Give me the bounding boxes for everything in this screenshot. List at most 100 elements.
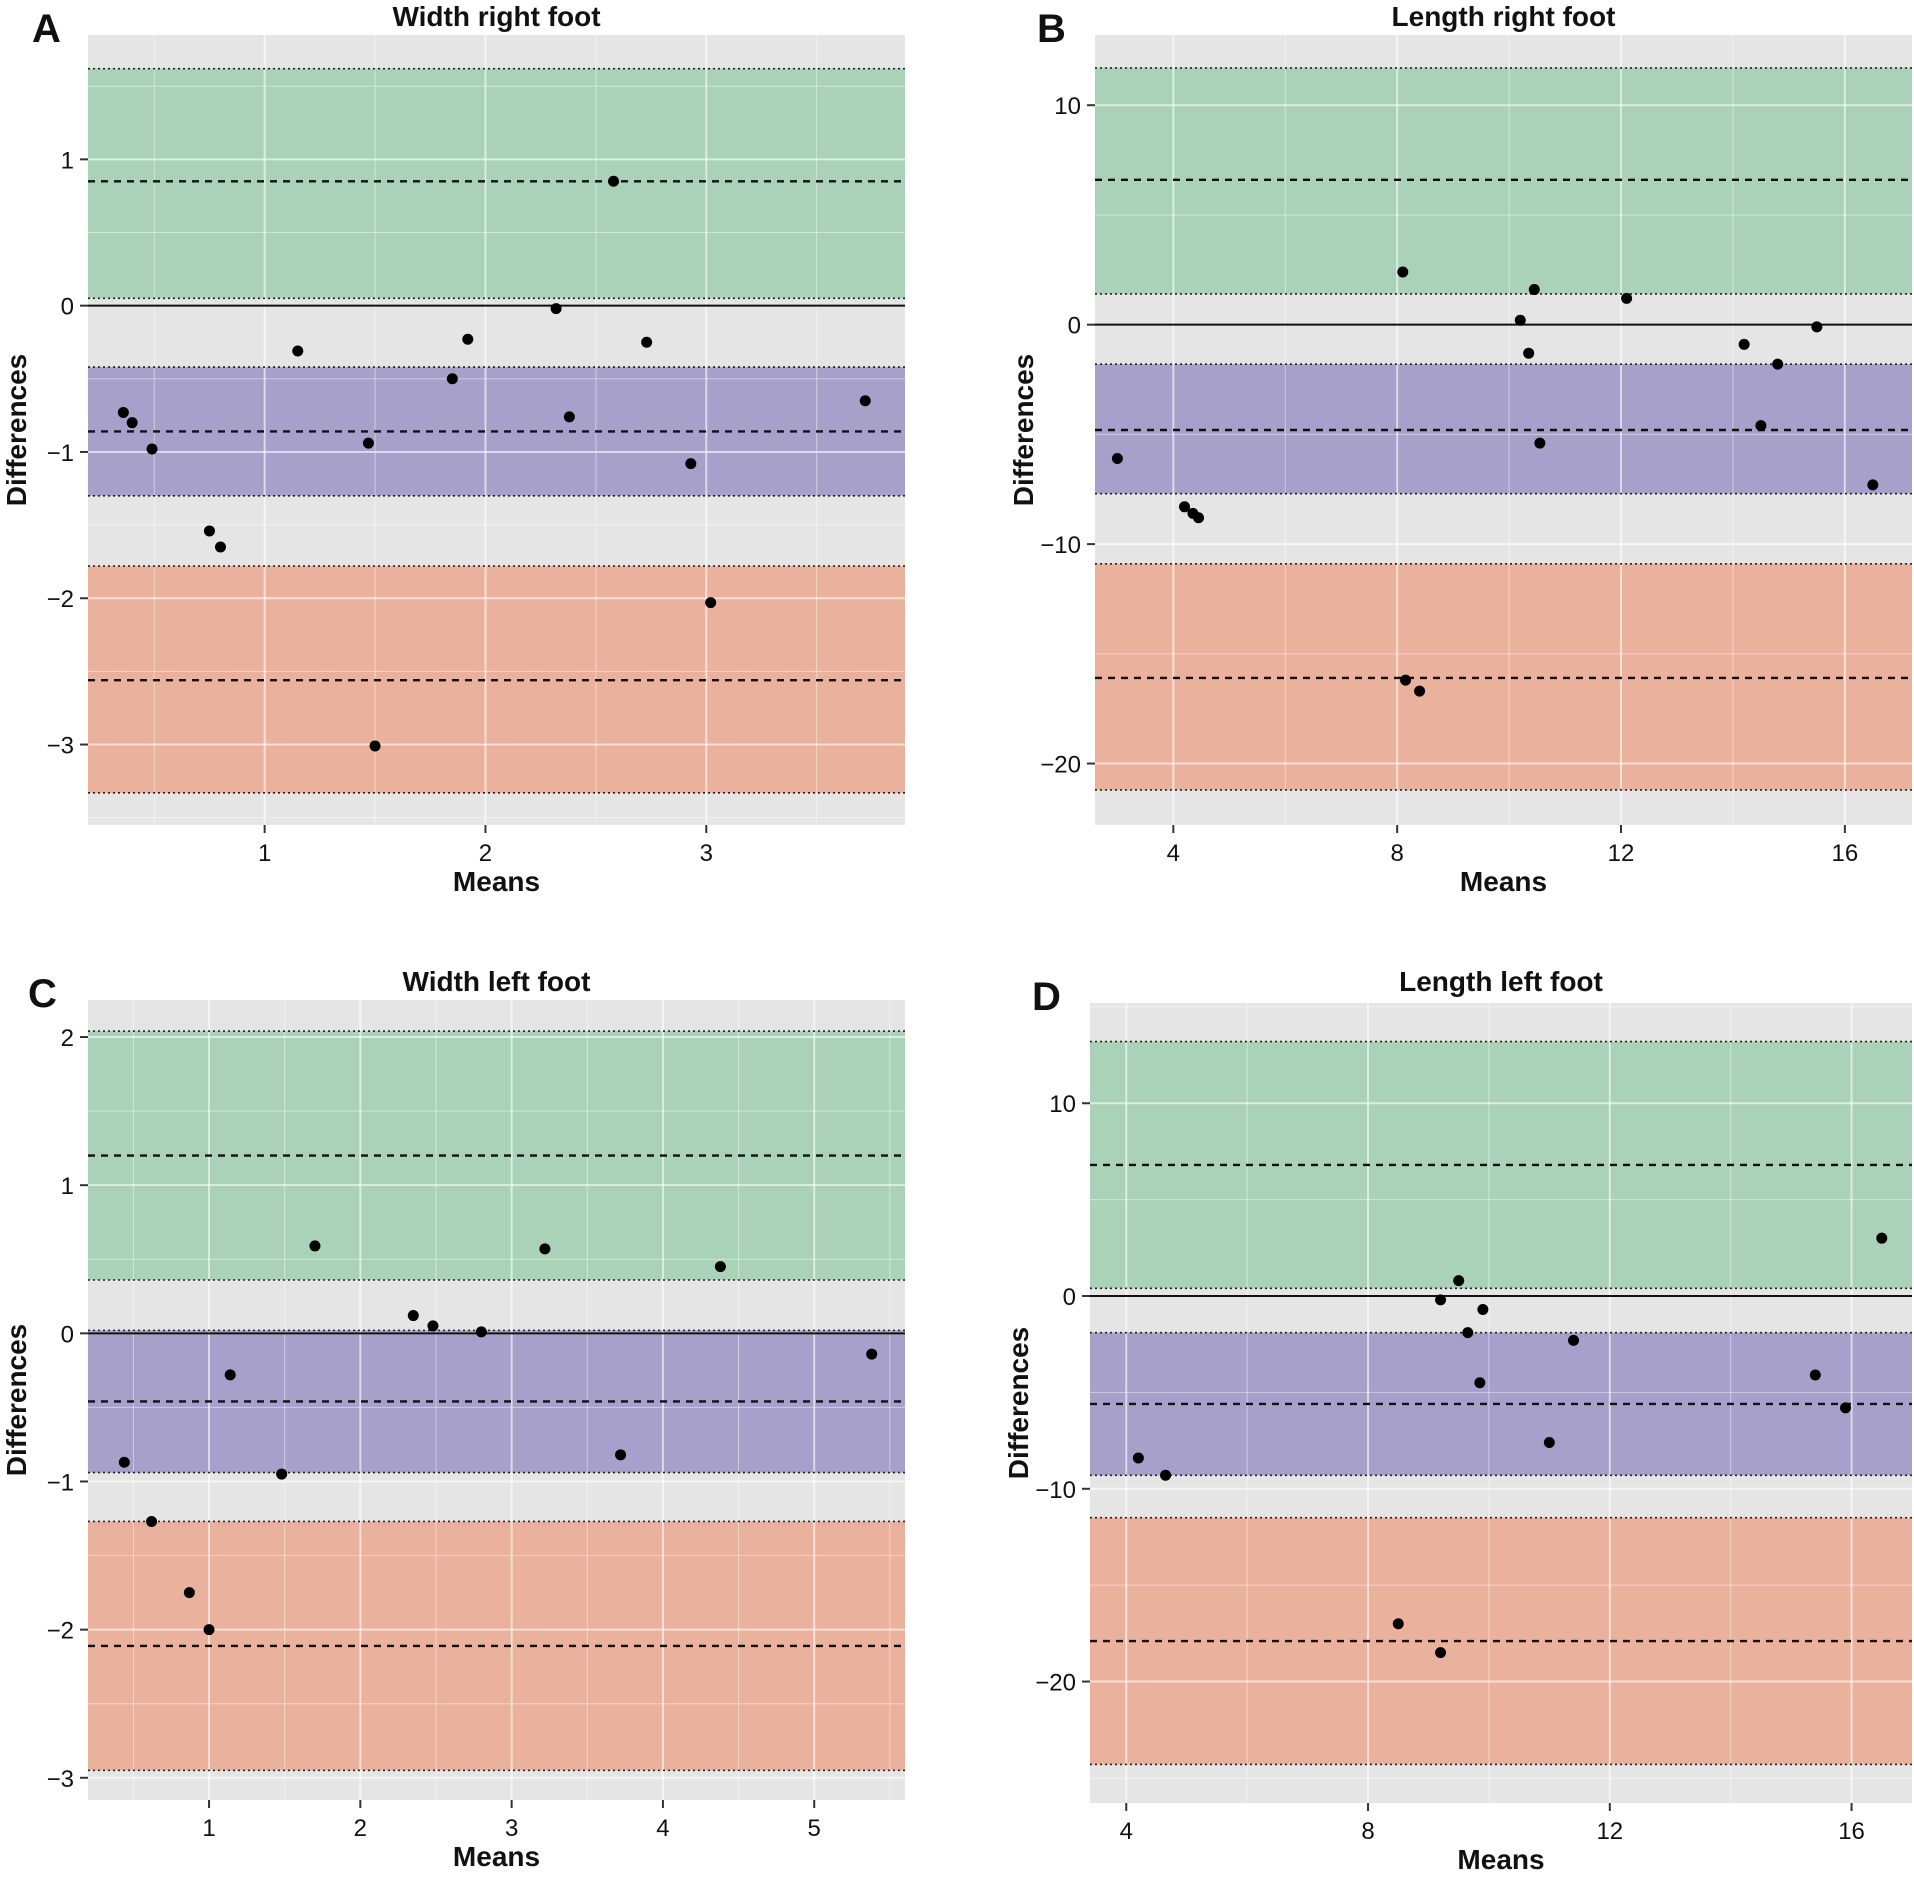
band-upper — [88, 68, 905, 299]
data-point — [1523, 347, 1535, 359]
x-axis-label: Means — [1457, 1844, 1544, 1875]
x-tick-label: 3 — [700, 840, 713, 867]
data-point — [292, 345, 304, 357]
data-point — [369, 740, 381, 752]
panel-letter: A — [32, 7, 61, 51]
y-tick-label: −20 — [1040, 752, 1081, 779]
data-point — [1755, 420, 1767, 432]
y-tick-label: −10 — [1035, 1477, 1076, 1504]
panel-a: 1 2 3 −3 −2 −1 0 1 A Width right foot Means Differe… — [1, 1, 905, 897]
panel-title: Length left foot — [1399, 966, 1603, 997]
data-point — [214, 541, 226, 553]
data-point — [118, 1456, 130, 1468]
data-point — [1621, 292, 1633, 304]
panel-letter: B — [1037, 7, 1066, 51]
data-point — [1840, 1402, 1852, 1414]
data-point — [859, 395, 871, 407]
data-point — [563, 411, 575, 423]
data-point — [1435, 1647, 1447, 1659]
y-tick-label: −20 — [1035, 1670, 1076, 1697]
data-point — [641, 336, 653, 348]
data-point — [203, 525, 215, 537]
y-tick-label: −1 — [47, 1469, 74, 1496]
data-point — [146, 1515, 158, 1527]
x-tick-label: 3 — [505, 1815, 518, 1842]
y-tick-label: 1 — [61, 147, 74, 174]
data-point — [1772, 358, 1784, 370]
data-point — [1514, 314, 1526, 326]
data-point — [1528, 284, 1540, 296]
y-tick-label: −10 — [1040, 532, 1081, 559]
data-point — [1193, 512, 1205, 524]
x-tick-label: 2 — [354, 1815, 367, 1842]
data-point — [1179, 501, 1191, 513]
data-point — [608, 175, 620, 187]
y-tick-label: −3 — [47, 1766, 74, 1793]
data-point — [462, 333, 474, 345]
y-tick-label: −2 — [47, 1618, 74, 1645]
y-tick-label: −2 — [47, 586, 74, 613]
data-point — [1543, 1437, 1555, 1449]
data-point — [203, 1624, 215, 1636]
x-tick-label: 12 — [1608, 840, 1635, 867]
y-tick-label: 1 — [61, 1173, 74, 1200]
data-point — [1534, 437, 1546, 449]
data-point — [446, 373, 458, 385]
x-tick-label: 4 — [1120, 1818, 1133, 1845]
data-point — [276, 1468, 288, 1480]
data-point — [362, 437, 374, 449]
data-point — [427, 1320, 439, 1332]
y-tick-label: 2 — [61, 1025, 74, 1052]
panel-d: 4 8 12 16 −20 −10 0 10 D Length left foot Means Dif… — [1003, 966, 1912, 1875]
data-point — [1738, 338, 1750, 350]
data-point — [1392, 1618, 1404, 1630]
x-tick-label: 16 — [1831, 840, 1858, 867]
panel-title: Width right foot — [392, 1, 600, 32]
panel-b: 4 8 12 16 −20 −10 0 10 B Length right foot Means Di… — [1008, 1, 1912, 897]
panel-letter: D — [1032, 975, 1061, 1019]
x-tick-label: 12 — [1596, 1818, 1623, 1845]
data-point — [705, 597, 717, 609]
panel-title: Width left foot — [403, 966, 591, 997]
y-axis-label: Differences — [1003, 1327, 1034, 1480]
x-tick-label: 1 — [258, 840, 271, 867]
y-tick-label: 0 — [61, 294, 74, 321]
data-point — [1435, 1294, 1447, 1306]
y-tick-label: 0 — [61, 1321, 74, 1348]
x-tick-label: 8 — [1361, 1818, 1374, 1845]
data-point — [615, 1449, 627, 1461]
data-point — [126, 417, 138, 429]
data-point — [714, 1261, 726, 1273]
data-point — [1474, 1377, 1486, 1389]
data-point — [1809, 1369, 1821, 1381]
x-tick-label: 4 — [656, 1815, 669, 1842]
data-point — [224, 1369, 236, 1381]
data-point — [1876, 1232, 1888, 1244]
x-axis-label: Means — [453, 866, 540, 897]
y-tick-label: −1 — [47, 440, 74, 467]
data-point — [1397, 266, 1409, 278]
y-tick-label: 0 — [1063, 1284, 1076, 1311]
data-point — [1811, 321, 1823, 333]
y-tick-label: −3 — [47, 733, 74, 760]
data-point — [1568, 1334, 1580, 1346]
y-tick-label: 10 — [1054, 93, 1081, 120]
data-point — [866, 1348, 878, 1360]
data-point — [539, 1243, 551, 1255]
x-tick-label: 8 — [1390, 840, 1403, 867]
data-point — [309, 1240, 321, 1252]
x-axis-label: Means — [453, 1841, 540, 1872]
data-point — [1867, 479, 1879, 491]
data-point — [1477, 1304, 1489, 1316]
data-point — [550, 303, 562, 315]
x-tick-label: 4 — [1167, 840, 1180, 867]
y-tick-label: 0 — [1068, 313, 1081, 340]
x-tick-label: 1 — [202, 1815, 215, 1842]
data-point — [475, 1326, 487, 1338]
x-tick-label: 2 — [479, 840, 492, 867]
data-point — [1462, 1327, 1474, 1339]
data-point — [1414, 685, 1426, 697]
x-tick-label: 5 — [808, 1815, 821, 1842]
y-axis-label: Differences — [1, 1324, 32, 1477]
